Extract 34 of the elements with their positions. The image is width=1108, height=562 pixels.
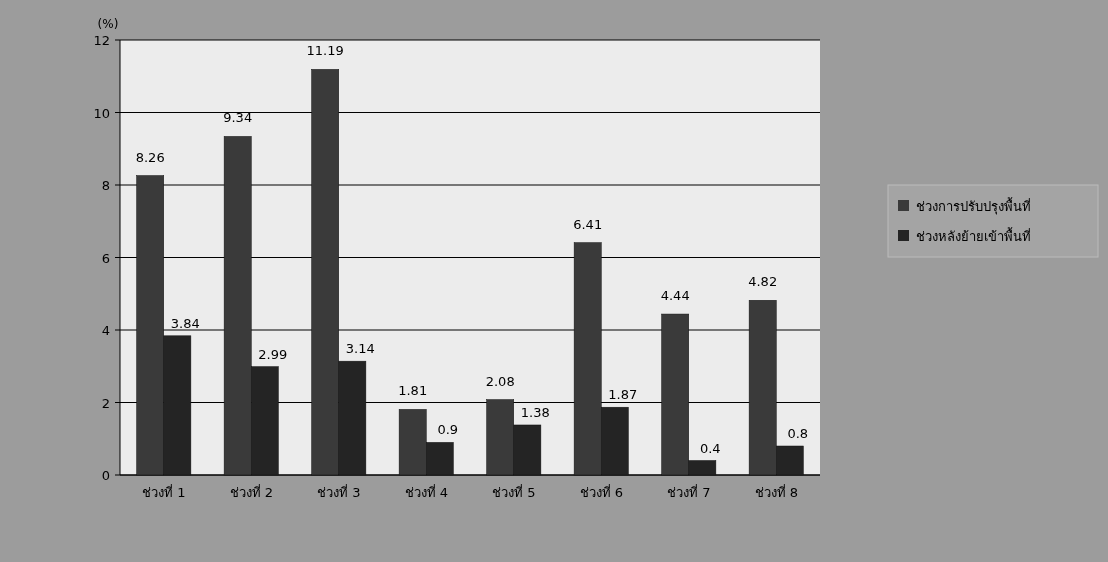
y-tick-label: 0 [101, 468, 110, 483]
y-tick-label: 6 [101, 250, 110, 266]
data-label: 8.26 [135, 149, 165, 165]
y-tick-label: 12 [93, 33, 110, 48]
x-tick-label: ช่วงที่ 5 [492, 484, 536, 500]
x-tick-label: ช่วงที่ 7 [667, 484, 711, 500]
legend-label: ช่วงหลังย้ายเข้าพื้นที่ [916, 227, 1031, 244]
data-label: 9.34 [223, 110, 253, 126]
y-tick-label: 4 [101, 323, 110, 338]
data-label: 4.44 [660, 288, 690, 304]
x-tick-label: ช่วงที่ 4 [404, 484, 448, 500]
data-label: 0.8 [787, 426, 809, 441]
data-label: 1.38 [520, 404, 550, 420]
data-label: 0.9 [437, 422, 459, 438]
data-label: 6.41 [573, 216, 603, 232]
x-tick-label: ช่วงที่ 6 [579, 484, 623, 500]
data-label: 2.08 [485, 373, 515, 389]
y-tick-label: 2 [101, 395, 110, 411]
data-label: 2.99 [258, 346, 288, 362]
y-tick-label: 8 [101, 178, 110, 193]
x-tick-label: ช่วงที่ 3 [317, 484, 361, 500]
data-label: 1.81 [398, 383, 428, 399]
data-label: 3.14 [345, 341, 375, 357]
x-tick-label: ช่วงที่ 1 [142, 484, 186, 500]
data-label: 1.87 [608, 387, 638, 403]
data-label: 4.82 [748, 274, 778, 290]
x-tick-label: ช่วงที่ 8 [754, 484, 798, 500]
data-label: 11.19 [306, 43, 344, 59]
x-tick-label: ช่วงที่ 2 [229, 484, 273, 500]
y-axis-title: (%) [97, 17, 119, 31]
data-label: 3.84 [170, 315, 200, 331]
data-label: 0.4 [699, 440, 721, 456]
legend-label: ช่วงการปรับปรุงพื้นที่ [916, 197, 1031, 215]
y-tick-label: 10 [93, 105, 110, 121]
